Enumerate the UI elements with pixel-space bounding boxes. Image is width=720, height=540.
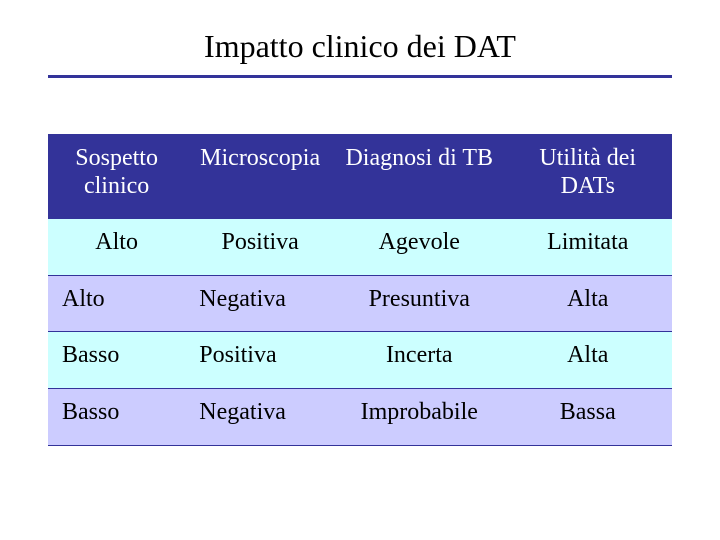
cell-microscopia: Positiva	[185, 219, 335, 276]
slide: Impatto clinico dei DAT Sospetto clinico…	[0, 0, 720, 540]
cell-diagnosi: Incerta	[335, 332, 503, 389]
table-header-row: Sospetto clinico Microscopia Diagnosi di…	[48, 135, 672, 219]
cell-utilita: Bassa	[503, 388, 672, 445]
header-diagnosi: Diagnosi di TB	[335, 135, 503, 219]
cell-sospetto: Alto	[48, 219, 185, 276]
cell-microscopia: Negativa	[185, 275, 335, 332]
cell-utilita: Limitata	[503, 219, 672, 276]
table-row: Alto Positiva Agevole Limitata	[48, 219, 672, 276]
cell-utilita: Alta	[503, 275, 672, 332]
cell-sospetto: Basso	[48, 332, 185, 389]
cell-microscopia: Negativa	[185, 388, 335, 445]
table-row: Basso Negativa Improbabile Bassa	[48, 388, 672, 445]
header-utilita: Utilità dei DATs	[503, 135, 672, 219]
cell-sospetto: Alto	[48, 275, 185, 332]
header-sospetto: Sospetto clinico	[48, 135, 185, 219]
cell-microscopia: Positiva	[185, 332, 335, 389]
cell-sospetto: Basso	[48, 388, 185, 445]
cell-diagnosi: Agevole	[335, 219, 503, 276]
title-underline-rule	[48, 75, 672, 78]
cell-diagnosi: Improbabile	[335, 388, 503, 445]
header-microscopia: Microscopia	[185, 135, 335, 219]
dat-impact-table: Sospetto clinico Microscopia Diagnosi di…	[48, 134, 672, 446]
page-title: Impatto clinico dei DAT	[48, 28, 672, 65]
table-row: Basso Positiva Incerta Alta	[48, 332, 672, 389]
table-row: Alto Negativa Presuntiva Alta	[48, 275, 672, 332]
cell-utilita: Alta	[503, 332, 672, 389]
cell-diagnosi: Presuntiva	[335, 275, 503, 332]
